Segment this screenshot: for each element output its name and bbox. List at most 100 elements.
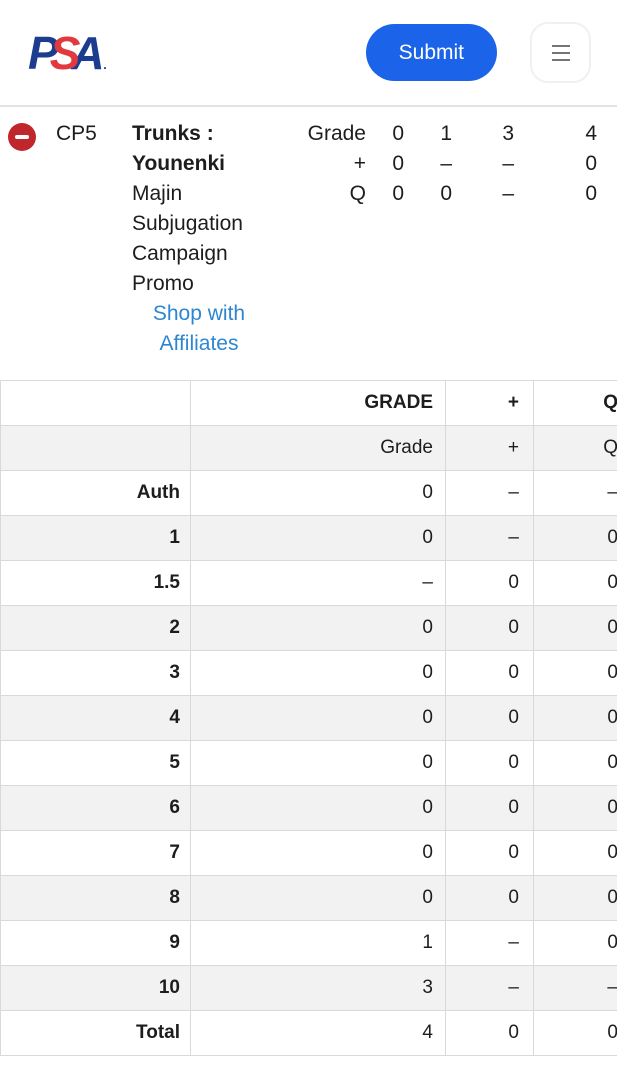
pop-table-row: 7 0 0 0 <box>0 830 617 876</box>
header-grade: GRADE <box>190 380 446 426</box>
population-table: GRADE + Q Grade + Q Auth 0 – – 1 0 – 0 1… <box>0 380 617 1056</box>
pop-table-row: 1 0 – 0 <box>0 515 617 561</box>
q-count-cell: – <box>533 965 617 1011</box>
q-count-cell: 0 <box>533 740 617 786</box>
grade-count-cell: 0 <box>190 740 446 786</box>
summary-value: 0 <box>585 152 597 175</box>
logo-letter-p: P <box>28 26 59 79</box>
summary-row-label: Q <box>349 182 366 205</box>
logo-letter-a: A <box>71 26 104 79</box>
grade-row-label: 5 <box>0 740 191 786</box>
summary-value: 0 <box>440 182 452 205</box>
plus-count-cell: 0 <box>445 605 534 651</box>
subheader-grade: Grade <box>190 425 446 471</box>
header-plus: + <box>445 380 534 426</box>
q-count-cell: – <box>533 470 617 516</box>
spec-code: CP5 <box>56 122 97 145</box>
summary-value: 1 <box>440 122 452 145</box>
grade-count-cell: 0 <box>190 650 446 696</box>
grade-row-label: 6 <box>0 785 191 831</box>
plus-count-cell: 0 <box>445 695 534 741</box>
plus-count-cell: – <box>445 515 534 561</box>
summary-value: 0 <box>392 122 404 145</box>
subheader-plus: + <box>445 425 534 471</box>
card-title-name: Trunks : Younenki <box>132 122 225 175</box>
plus-count-cell: 0 <box>445 785 534 831</box>
pop-table-body: Auth 0 – – 1 0 – 0 1.5 – 0 0 2 0 0 0 3 0… <box>0 470 617 1056</box>
grade-count-cell: 0 <box>190 605 446 651</box>
plus-count-cell: 0 <box>445 740 534 786</box>
summary-value: 4 <box>585 122 597 145</box>
q-count-cell: 0 <box>533 515 617 561</box>
summary-row: Grade 0 1 3 4 <box>282 119 607 149</box>
q-count-cell: 0 <box>533 695 617 741</box>
grade-row-label: Auth <box>0 470 191 516</box>
summary-row: + 0 – – 0 <box>282 149 607 179</box>
card-title-set: Majin Subjugation Campaign Promo <box>132 182 243 295</box>
q-count-cell: 0 <box>533 560 617 606</box>
grade-count-cell: 0 <box>190 785 446 831</box>
logo-letter-s: S <box>49 26 81 79</box>
grade-row-label: 4 <box>0 695 191 741</box>
pop-table-row: Total 4 0 0 <box>0 1010 617 1056</box>
card-title: Trunks : Younenki Majin Subjugation Camp… <box>132 119 266 359</box>
header-empty-cell <box>0 380 191 426</box>
summary-row-label: + <box>353 152 366 175</box>
summary-row: Q 0 0 – 0 <box>282 179 607 209</box>
nav-actions: Submit <box>365 22 591 83</box>
pop-table-row: 4 0 0 0 <box>0 695 617 741</box>
plus-count-cell: 0 <box>445 560 534 606</box>
plus-count-cell: – <box>445 470 534 516</box>
summary-value: – <box>502 152 514 175</box>
hamburger-menu-icon <box>551 44 570 47</box>
grade-row-label: 10 <box>0 965 191 1011</box>
table-header-row: GRADE + Q <box>0 380 617 426</box>
pop-table-row: 1.5 – 0 0 <box>0 560 617 606</box>
summary-value: 0 <box>585 182 597 205</box>
grade-row-label: 2 <box>0 605 191 651</box>
q-count-cell: 0 <box>533 650 617 696</box>
submit-button[interactable]: Submit <box>365 24 497 81</box>
pop-table-row: 3 0 0 0 <box>0 650 617 696</box>
psa-logo[interactable]: P S A . <box>28 30 107 76</box>
grade-row-label: 3 <box>0 650 191 696</box>
table-subheader-row: Grade + Q <box>0 425 617 471</box>
card-summary: Grade 0 1 3 4 + 0 – – 0 Q 0 0 – 0 <box>266 119 617 209</box>
collapse-minus-icon[interactable] <box>8 123 36 151</box>
plus-count-cell: 0 <box>445 830 534 876</box>
pop-table-row: 2 0 0 0 <box>0 605 617 651</box>
pop-table-row: 10 3 – – <box>0 965 617 1011</box>
summary-value: – <box>502 182 514 205</box>
grade-row-label: 9 <box>0 920 191 966</box>
hamburger-menu-button[interactable] <box>530 22 591 83</box>
summary-value: 3 <box>502 122 514 145</box>
grade-row-label: 7 <box>0 830 191 876</box>
grade-count-cell: 0 <box>190 830 446 876</box>
shop-with-affiliates-link[interactable]: Shop with Affiliates <box>152 302 246 355</box>
pop-table-row: 8 0 0 0 <box>0 875 617 921</box>
grade-count-cell: 4 <box>190 1010 446 1056</box>
grade-count-cell: 3 <box>190 965 446 1011</box>
card-row: CP5 Trunks : Younenki Majin Subjugation … <box>0 107 617 359</box>
q-count-cell: 0 <box>533 875 617 921</box>
grade-row-label: Total <box>0 1010 191 1056</box>
summary-value: – <box>440 152 452 175</box>
pop-table-row: Auth 0 – – <box>0 470 617 516</box>
pop-table-row: 5 0 0 0 <box>0 740 617 786</box>
grade-row-label: 8 <box>0 875 191 921</box>
q-count-cell: 0 <box>533 785 617 831</box>
subheader-q: Q <box>533 425 617 471</box>
summary-value: 0 <box>392 182 404 205</box>
plus-count-cell: 0 <box>445 650 534 696</box>
top-nav: P S A . Submit <box>0 0 617 107</box>
logo-trademark: . <box>103 56 108 72</box>
header-q: Q <box>533 380 617 426</box>
grade-count-cell: 0 <box>190 875 446 921</box>
plus-count-cell: – <box>445 920 534 966</box>
grade-count-cell: – <box>190 560 446 606</box>
q-count-cell: 0 <box>533 830 617 876</box>
grade-count-cell: 1 <box>190 920 446 966</box>
q-count-cell: 0 <box>533 1010 617 1056</box>
pop-table-row: 6 0 0 0 <box>0 785 617 831</box>
plus-count-cell: – <box>445 965 534 1011</box>
